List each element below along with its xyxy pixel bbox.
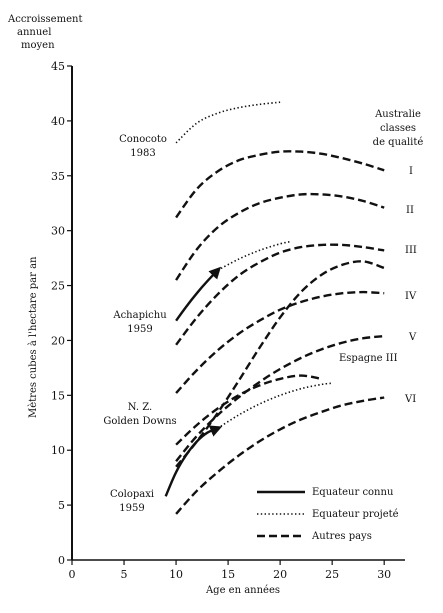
annotation-achapichu-year: 1959 — [127, 324, 152, 335]
header-annotation-line-3: de qualité — [373, 137, 424, 148]
series-line-solid — [175, 266, 221, 322]
legend-label-dashed: Autres pays — [311, 531, 372, 542]
tick-layer: 0 5 10 15 20 25 30 35 40 45 0 5 10 15 20 25 30 — [51, 60, 391, 581]
curve-label-i: I — [409, 166, 413, 177]
curve-label-iii: III — [405, 245, 417, 256]
header-annotation-line-1: Australie — [374, 109, 421, 120]
annotation-espagne-iii: Espagne III — [339, 353, 398, 364]
curve-label-ii: II — [406, 205, 414, 216]
y-tick-label: 5 — [58, 499, 65, 512]
legend-label-dotted: Equateur projeté — [312, 509, 399, 520]
annotation-layer: Conocoto 1983 Achapichu 1959 N. Z. Golde… — [103, 134, 417, 514]
y-tick-label: 0 — [58, 554, 65, 567]
series-line-solid — [164, 425, 223, 497]
y-axis-title: Mètres cubes à l'hectare par an — [28, 256, 39, 418]
curve-label-vi: VI — [404, 394, 416, 405]
x-tick-label: 0 — [69, 568, 76, 581]
y-tick-label: 10 — [51, 444, 65, 457]
series-line-dotted — [217, 240, 291, 271]
series-line-dashed — [175, 290, 385, 394]
y-tick-label: 25 — [51, 280, 65, 293]
curve-label-iv: IV — [405, 291, 417, 302]
y-tick-label: 40 — [51, 115, 65, 128]
legend-label-solid: Equateur connu — [312, 487, 394, 498]
x-tick-label: 10 — [169, 568, 183, 581]
series-line-dashed — [175, 150, 385, 219]
x-tick-label: 25 — [325, 568, 339, 581]
x-tick-label: 20 — [273, 568, 287, 581]
y-tick-label: 15 — [51, 389, 65, 402]
annotation-colopaxi-year: 1959 — [119, 503, 144, 514]
series-layer — [164, 101, 385, 515]
y-axis-top-label-line-2: annuel — [17, 27, 51, 38]
y-axis-top-label-line-1: Accroissement — [7, 14, 82, 25]
series-line-dotted — [175, 101, 281, 144]
y-tick-label: 20 — [51, 334, 65, 347]
y-axis-top-label-line-3: moyen — [21, 40, 55, 51]
annotation-conocoto: Conocoto — [119, 134, 167, 145]
x-axis-title: Age en années — [205, 585, 280, 596]
series-line-dashed — [175, 243, 385, 346]
legend: Equateur connu Equateur projeté Autres p… — [257, 487, 399, 542]
series-line-dotted — [217, 382, 333, 429]
header-annotation-line-2: classes — [380, 123, 416, 134]
x-tick-label: 15 — [221, 568, 235, 581]
annotation-colopaxi: Colopaxi — [110, 489, 154, 500]
series-line-dashed — [175, 192, 385, 281]
series-line-dashed — [175, 260, 385, 468]
annotation-nz-site: Golden Downs — [103, 416, 176, 427]
series-line-dashed — [175, 396, 385, 515]
y-tick-label: 30 — [51, 225, 65, 238]
y-tick-label: 45 — [51, 60, 65, 73]
x-tick-label: 30 — [377, 568, 391, 581]
x-tick-label: 5 — [121, 568, 128, 581]
y-tick-label: 35 — [51, 170, 65, 183]
axes — [71, 66, 405, 561]
annotation-nz: N. Z. — [128, 402, 152, 413]
annotation-achapichu: Achapichu — [112, 310, 167, 321]
series-line-dashed — [175, 334, 385, 462]
series-line-dashed — [175, 374, 323, 446]
curve-label-v: V — [408, 332, 417, 343]
annotation-conocoto-year: 1983 — [130, 148, 155, 159]
